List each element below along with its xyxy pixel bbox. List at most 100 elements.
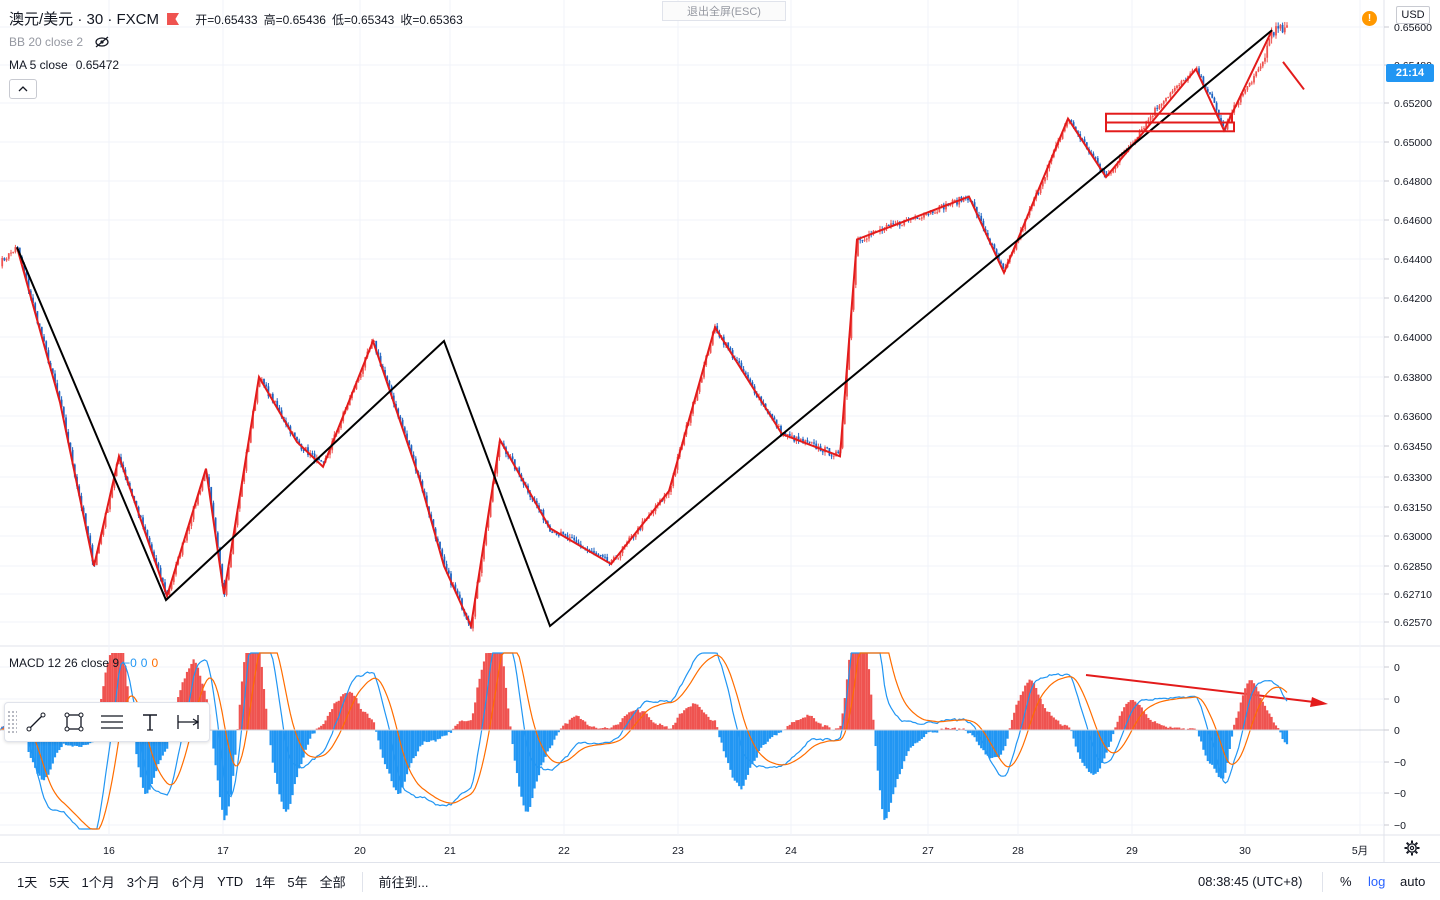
histogram-bar bbox=[1202, 730, 1205, 750]
collapse-legend-button[interactable] bbox=[9, 79, 37, 99]
trend-line-icon bbox=[26, 712, 46, 732]
range-5d-button[interactable]: 5天 bbox=[49, 875, 70, 890]
candle-body bbox=[810, 442, 813, 444]
range-ytd-button[interactable]: YTD bbox=[217, 874, 244, 889]
candle-body bbox=[997, 255, 1000, 262]
histogram-bar bbox=[293, 730, 296, 785]
range-1y-button[interactable]: 1年 bbox=[255, 875, 276, 890]
histogram-bar bbox=[606, 728, 609, 730]
rectangle-tool[interactable] bbox=[55, 703, 93, 741]
symbol-title[interactable]: 澳元/美元 · 30 · FXCM bbox=[9, 11, 160, 28]
histogram-bar bbox=[49, 730, 52, 770]
histogram-bar bbox=[1096, 730, 1099, 773]
histogram-bar bbox=[656, 724, 659, 730]
candle-body bbox=[104, 512, 107, 528]
histogram-bar bbox=[669, 728, 673, 730]
flag-icon[interactable] bbox=[167, 13, 180, 25]
candle-body bbox=[1151, 115, 1154, 117]
histogram-bar bbox=[232, 730, 235, 776]
drawings[interactable] bbox=[16, 29, 1328, 707]
price-label: 0.65000 bbox=[1394, 137, 1432, 149]
candle-body bbox=[245, 451, 248, 471]
histogram-bar bbox=[1281, 730, 1284, 740]
settings-gear-icon[interactable] bbox=[1404, 840, 1420, 856]
histogram-bar bbox=[557, 730, 560, 733]
histogram-bar bbox=[905, 730, 908, 756]
grid bbox=[0, 0, 1440, 862]
trend-line-tool[interactable] bbox=[17, 703, 55, 741]
time-label: 27 bbox=[922, 845, 934, 857]
auto-toggle[interactable]: auto bbox=[1400, 874, 1426, 889]
candle-body bbox=[155, 558, 158, 564]
candle-body bbox=[1000, 261, 1002, 264]
histogram-bar bbox=[1013, 712, 1016, 730]
histogram-bar bbox=[826, 725, 829, 730]
log-toggle[interactable]: log bbox=[1368, 874, 1386, 889]
candle-body bbox=[619, 553, 622, 558]
range-1m-button[interactable]: 1个月 bbox=[81, 875, 115, 890]
goto-date-button[interactable]: 前往到... bbox=[378, 875, 429, 890]
drag-handle[interactable] bbox=[7, 710, 17, 734]
histogram-bar bbox=[1193, 728, 1196, 730]
candle-body bbox=[230, 553, 232, 568]
histogram-bar bbox=[240, 681, 244, 730]
candle-body bbox=[590, 550, 593, 552]
histogram-bar bbox=[597, 728, 600, 730]
histogram-bar bbox=[1204, 730, 1207, 756]
ma-legend[interactable]: MA 5 close 0.65472 bbox=[9, 58, 119, 72]
histogram-bar bbox=[1004, 730, 1007, 747]
candle-body bbox=[1114, 166, 1117, 170]
price-label: 0.65600 bbox=[1394, 22, 1432, 34]
hidden-eye-icon[interactable] bbox=[94, 36, 110, 48]
histogram-bar bbox=[900, 730, 904, 769]
macd-legend[interactable]: MACD 12 26 close 9 −0 0 0 bbox=[9, 656, 158, 670]
candle-body bbox=[1200, 75, 1203, 77]
range-5y-button[interactable]: 5年 bbox=[287, 875, 308, 890]
candle-body bbox=[727, 342, 730, 348]
time-label: 5月 bbox=[1352, 845, 1368, 857]
histogram-bar bbox=[1116, 721, 1119, 730]
range-3m-button[interactable]: 3个月 bbox=[126, 875, 160, 890]
candle-body bbox=[190, 519, 193, 526]
histogram-bar bbox=[810, 715, 813, 730]
histogram-bar bbox=[841, 713, 844, 730]
candle-body bbox=[949, 204, 952, 206]
histogram-bar bbox=[1019, 694, 1022, 730]
close-value: 收=0.65363 bbox=[400, 13, 463, 27]
histogram-bar bbox=[194, 662, 197, 730]
histogram-bar bbox=[34, 730, 37, 768]
histogram-bar bbox=[806, 714, 809, 730]
histogram-bar bbox=[368, 717, 371, 730]
text-tool[interactable] bbox=[131, 703, 169, 741]
candle-body bbox=[813, 442, 815, 444]
candle-body bbox=[388, 380, 391, 387]
histogram-bar bbox=[760, 730, 763, 748]
parallel-channel-tool[interactable] bbox=[93, 703, 131, 741]
range-1d-button[interactable]: 1天 bbox=[17, 875, 38, 890]
histogram-bar bbox=[927, 730, 930, 733]
histogram-bar bbox=[108, 655, 112, 730]
range-6m-button[interactable]: 6个月 bbox=[171, 875, 206, 890]
clock-timezone[interactable]: 08:38:45 (UTC+8) bbox=[1198, 874, 1303, 889]
histogram-bar bbox=[909, 730, 912, 748]
range-all-button[interactable]: 全部 bbox=[319, 875, 346, 890]
alert-icon[interactable]: ! bbox=[1362, 11, 1377, 26]
histogram-bar bbox=[262, 689, 266, 730]
histogram-bar bbox=[839, 725, 842, 730]
histogram-bar bbox=[36, 730, 39, 774]
percent-toggle[interactable]: % bbox=[1340, 874, 1352, 889]
bottom-toolbar: 1天 5天 1个月 3个月 6个月 YTD 1年 5年 全部 前往到... 08… bbox=[0, 862, 1440, 900]
histogram-bar bbox=[509, 726, 512, 730]
histogram-bar bbox=[258, 653, 261, 730]
candle-body bbox=[747, 374, 749, 379]
candle-body bbox=[197, 494, 199, 505]
measure-tool[interactable] bbox=[169, 703, 207, 741]
exit-fullscreen-hint[interactable]: 退出全屏(ESC) bbox=[662, 1, 786, 21]
bb-legend[interactable]: BB 20 close 2 bbox=[9, 35, 110, 49]
price-label: 0.64400 bbox=[1394, 254, 1432, 266]
histogram-bar bbox=[1228, 730, 1231, 749]
histogram-bar bbox=[1182, 728, 1185, 730]
histogram-bar bbox=[265, 708, 268, 730]
currency-button[interactable]: USD bbox=[1396, 6, 1430, 24]
